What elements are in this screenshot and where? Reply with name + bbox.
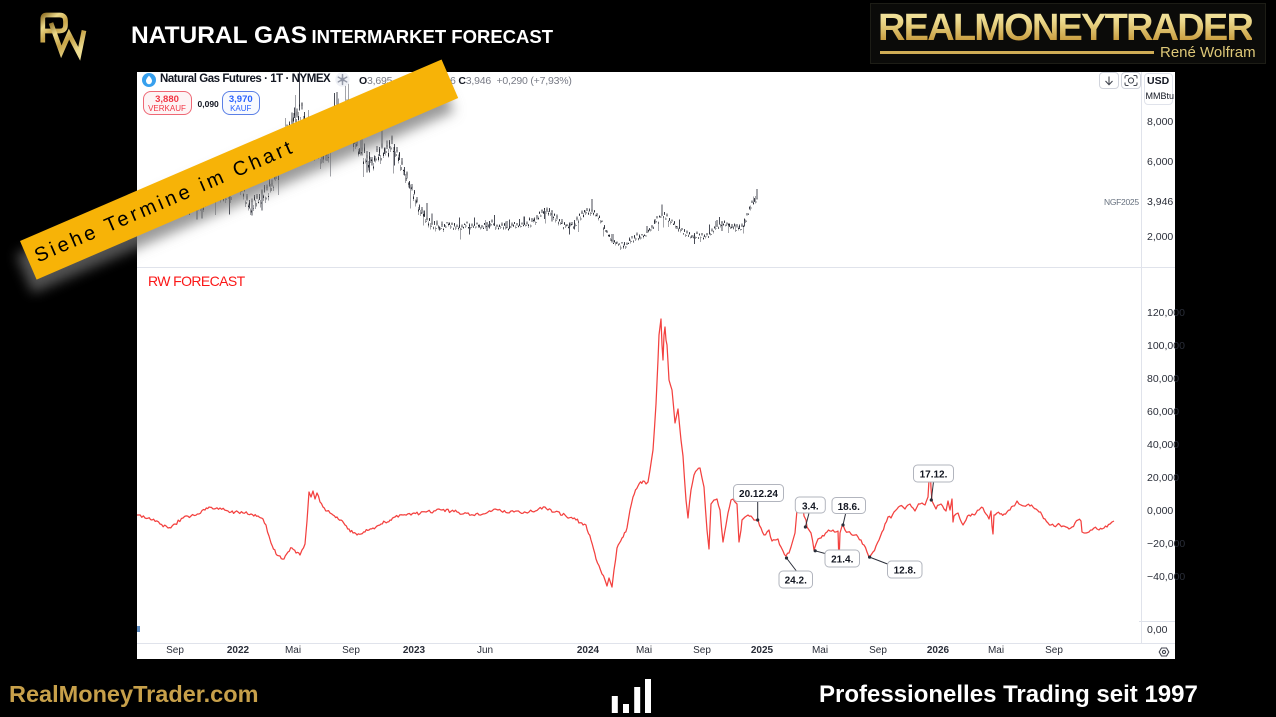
svg-text:12.8.: 12.8. [894,566,916,577]
svg-text:17.12.: 17.12. [920,470,948,481]
svg-text:20.12.24: 20.12.24 [739,489,778,500]
svg-text:3.4.: 3.4. [802,502,819,513]
svg-text:18.6.: 18.6. [838,502,860,513]
svg-text:21.4.: 21.4. [831,555,853,566]
svg-text:24.2.: 24.2. [785,576,807,587]
